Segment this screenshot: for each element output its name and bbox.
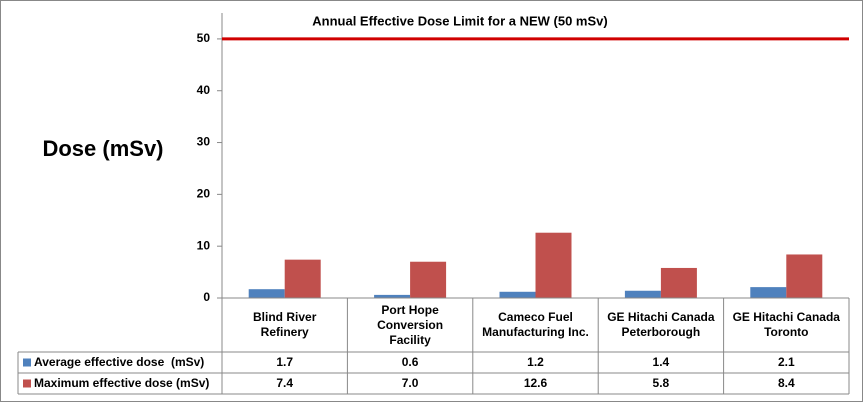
value-label: 0.6 bbox=[401, 355, 419, 369]
value-label: 1.4 bbox=[652, 355, 670, 369]
value-label: 5.8 bbox=[652, 376, 670, 390]
bar bbox=[535, 232, 572, 298]
category-label: Cameco Fuel Manufacturing Inc. bbox=[482, 310, 589, 339]
legend-key bbox=[23, 358, 31, 367]
value-label: 7.4 bbox=[276, 376, 294, 390]
category-label: GE Hitachi Canada Peterborough bbox=[607, 310, 715, 339]
y-axis-label: Dose (mSv) bbox=[42, 136, 163, 161]
bar bbox=[786, 254, 823, 298]
legend-label: Average effective dose (mSv) bbox=[34, 355, 205, 369]
bar bbox=[660, 267, 697, 298]
y-tick-label: 0 bbox=[203, 290, 210, 304]
value-label: 8.4 bbox=[777, 376, 795, 390]
y-tick-label: 10 bbox=[197, 238, 211, 252]
category-label: Port Hope Conversion Facility bbox=[377, 302, 444, 347]
y-tick-label: 20 bbox=[197, 187, 211, 201]
legend-key bbox=[23, 379, 31, 388]
bar bbox=[499, 291, 536, 298]
limit-label: Annual Effective Dose Limit for a NEW (5… bbox=[312, 13, 607, 28]
bar bbox=[410, 261, 447, 298]
value-label: 1.7 bbox=[276, 355, 294, 369]
value-label: 1.2 bbox=[527, 355, 544, 369]
value-label: 12.6 bbox=[523, 376, 548, 390]
value-label: 2.1 bbox=[777, 355, 795, 369]
value-label: 7.0 bbox=[401, 376, 419, 390]
bar bbox=[374, 294, 411, 298]
legend-label: Maximum effective dose (mSv) bbox=[34, 376, 210, 390]
category-label: Blind River Refinery bbox=[253, 310, 317, 339]
y-tick-label: 50 bbox=[197, 31, 211, 45]
y-tick-label: 30 bbox=[197, 135, 211, 149]
bar bbox=[284, 259, 321, 298]
y-tick-label: 40 bbox=[197, 83, 211, 97]
bar bbox=[624, 290, 661, 298]
bar bbox=[750, 287, 787, 298]
bar bbox=[248, 289, 285, 298]
category-label: GE Hitachi Canada Toronto bbox=[732, 310, 840, 339]
